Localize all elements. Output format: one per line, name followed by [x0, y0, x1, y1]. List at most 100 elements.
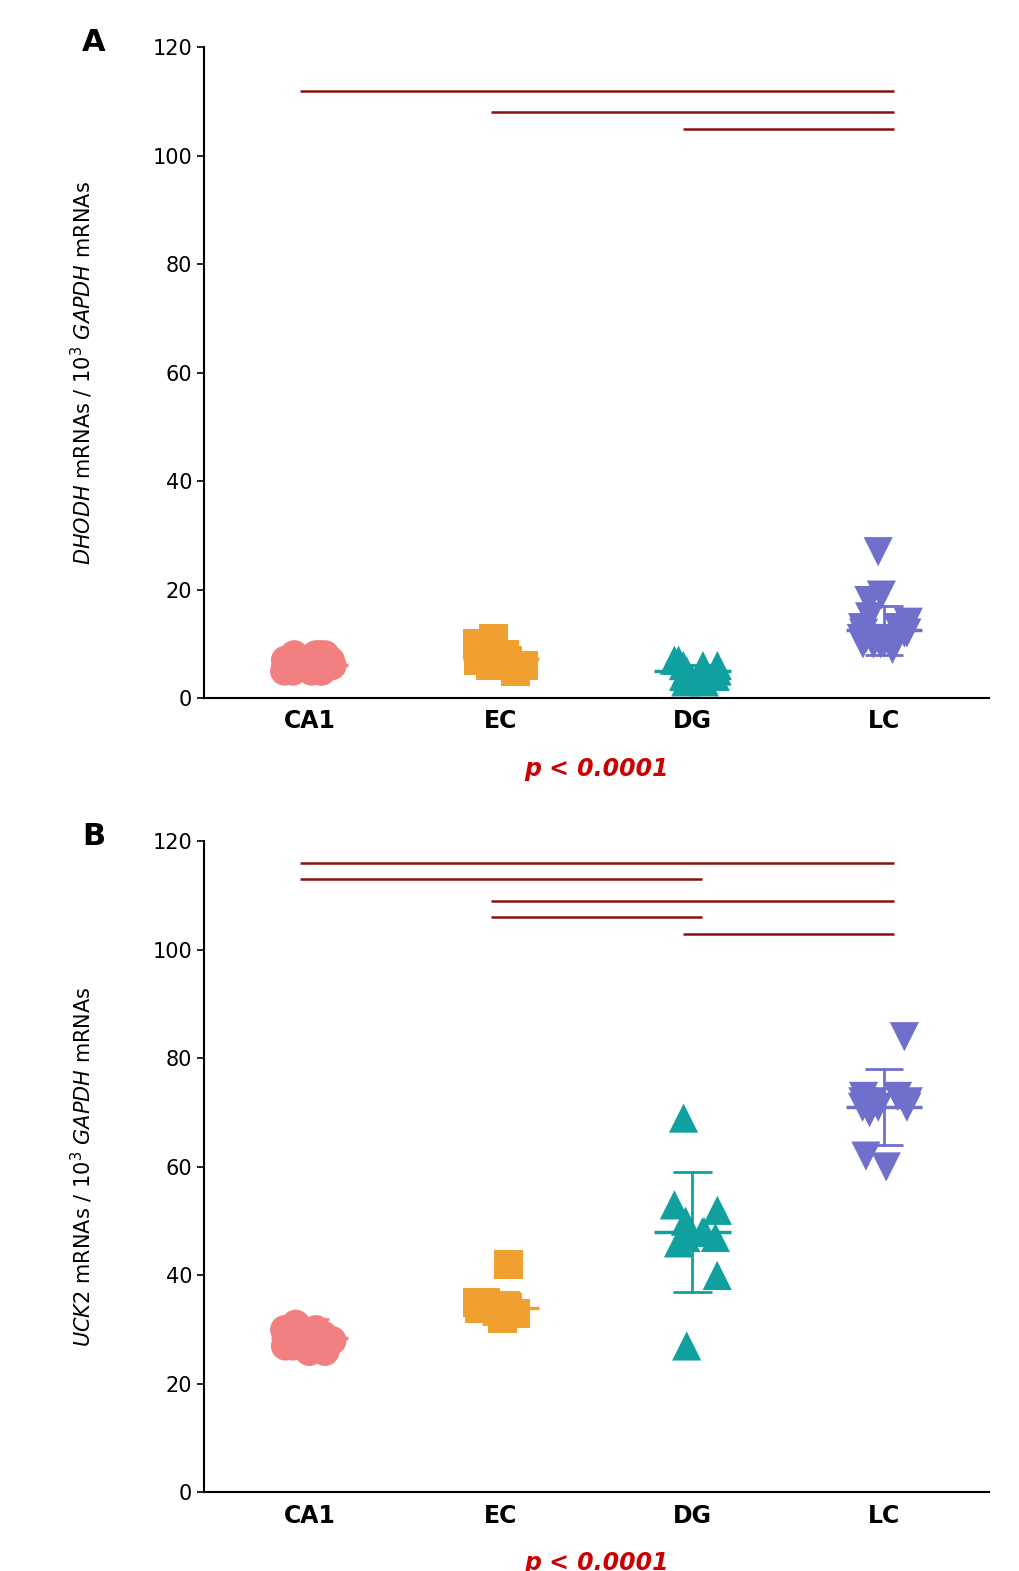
Point — [675, 1106, 691, 1131]
Point — [302, 647, 318, 672]
Point — [485, 625, 501, 650]
Point — [677, 669, 693, 694]
Point — [315, 1323, 331, 1348]
Point — [496, 643, 513, 668]
Point — [317, 643, 333, 668]
Point — [854, 1089, 870, 1114]
Point — [323, 654, 339, 679]
Point — [313, 658, 329, 683]
Point — [871, 632, 888, 657]
Point — [496, 1301, 513, 1326]
Point — [276, 1316, 292, 1342]
Point — [287, 1312, 304, 1337]
Point — [317, 1338, 333, 1364]
Point — [494, 647, 511, 672]
Point — [708, 658, 725, 683]
Point — [864, 1089, 880, 1114]
Text: $\it{DHODH}$ mRNAs / 10$^3$ $\it{GAPDH}$ mRNAs: $\it{DHODH}$ mRNAs / 10$^3$ $\it{GAPDH}$… — [69, 181, 95, 564]
Point — [872, 583, 889, 608]
Point — [499, 1296, 516, 1321]
Point — [864, 632, 880, 657]
Point — [854, 616, 870, 641]
Point — [276, 658, 292, 683]
Point — [675, 654, 691, 679]
Point — [303, 658, 319, 683]
Point — [898, 621, 914, 646]
Point — [860, 1100, 876, 1125]
Point — [500, 1252, 517, 1277]
Point — [694, 654, 710, 679]
Point — [857, 625, 873, 650]
Point — [899, 610, 915, 635]
Point — [315, 654, 331, 679]
Text: $\it{UCK2}$ mRNAs / 10$^3$ $\it{GAPDH}$ mRNAs: $\it{UCK2}$ mRNAs / 10$^3$ $\it{GAPDH}$ … — [69, 987, 95, 1348]
Point — [669, 1230, 686, 1255]
Point — [708, 654, 725, 679]
Point — [470, 1290, 486, 1315]
Point — [877, 625, 894, 650]
Point — [694, 1219, 710, 1244]
Point — [302, 1334, 318, 1359]
Point — [286, 1323, 303, 1348]
Point — [314, 654, 330, 679]
Point — [677, 665, 693, 690]
Point — [470, 632, 486, 657]
Point — [877, 1155, 894, 1180]
Point — [694, 658, 710, 683]
Point — [471, 1296, 487, 1321]
Point — [678, 1334, 694, 1359]
Point — [310, 1323, 326, 1348]
Point — [314, 1327, 330, 1353]
Text: p < 0.0001: p < 0.0001 — [524, 1551, 668, 1571]
Point — [855, 621, 871, 646]
Point — [506, 658, 523, 683]
Point — [307, 654, 323, 679]
Point — [283, 654, 300, 679]
Point — [665, 647, 682, 672]
Point — [855, 1084, 871, 1109]
Point — [857, 1144, 873, 1169]
Point — [308, 643, 324, 668]
Point — [287, 647, 304, 672]
Point — [860, 588, 876, 613]
Point — [284, 1334, 301, 1359]
Point — [675, 665, 691, 690]
Point — [854, 632, 870, 657]
Point — [277, 1334, 293, 1359]
Point — [290, 654, 307, 679]
Point — [322, 647, 338, 672]
Point — [301, 654, 317, 679]
Point — [854, 1095, 870, 1120]
Point — [706, 1225, 722, 1251]
Point — [677, 1225, 693, 1251]
Point — [883, 636, 900, 661]
Point — [506, 1301, 523, 1326]
Point — [310, 647, 326, 672]
Point — [889, 1084, 905, 1109]
Point — [308, 1316, 324, 1342]
Point — [323, 1327, 339, 1353]
Point — [706, 665, 722, 690]
Text: p < 0.0001: p < 0.0001 — [524, 757, 668, 781]
Point — [485, 1296, 501, 1321]
Point — [471, 647, 487, 672]
Point — [280, 1316, 297, 1342]
Point — [708, 1197, 725, 1222]
Point — [889, 616, 905, 641]
Point — [301, 1338, 317, 1364]
Point — [471, 636, 487, 661]
Point — [852, 625, 868, 650]
Point — [312, 658, 328, 683]
Point — [669, 647, 686, 672]
Point — [677, 1208, 693, 1233]
Point — [286, 643, 303, 668]
Point — [675, 1225, 691, 1251]
Point — [896, 1024, 912, 1049]
Point — [896, 621, 912, 646]
Point — [312, 643, 328, 668]
Point — [708, 1263, 725, 1288]
Point — [869, 539, 886, 564]
Point — [860, 605, 876, 630]
Text: A: A — [83, 28, 106, 57]
Point — [678, 658, 694, 683]
